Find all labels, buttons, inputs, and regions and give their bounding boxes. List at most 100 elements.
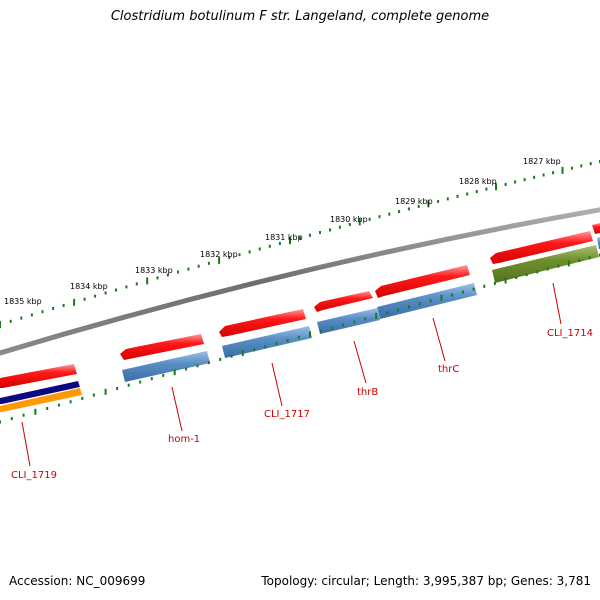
minor-tick <box>570 166 573 170</box>
lower-track-dot <box>567 260 570 267</box>
minor-tick <box>542 173 545 177</box>
minor-tick <box>9 319 12 323</box>
minor-tick <box>388 212 391 216</box>
minor-tick <box>268 244 271 248</box>
major-tick <box>561 166 564 174</box>
gene-arrow-thrb <box>314 291 373 312</box>
cds-bar-cli1717 <box>222 326 312 358</box>
gene-arrow-cli1719 <box>0 364 77 388</box>
lower-track-dot <box>275 342 278 346</box>
minor-tick <box>125 285 128 289</box>
major-tick <box>146 277 149 285</box>
major-tick <box>427 200 430 208</box>
minor-tick <box>368 217 371 221</box>
lower-track-dot <box>309 331 311 338</box>
lower-track-dot <box>364 317 367 321</box>
lower-track-dot <box>483 284 486 288</box>
minor-tick <box>580 164 583 168</box>
lower-track-dot <box>546 267 549 271</box>
major-tick <box>0 321 1 328</box>
lower-track-dot <box>472 287 475 291</box>
major-tick <box>73 298 76 306</box>
major-tick <box>289 237 291 245</box>
minor-tick <box>177 270 180 274</box>
minor-tick <box>197 264 200 268</box>
tick-label: 1827 kbp <box>523 157 561 166</box>
major-tick <box>218 256 221 264</box>
lower-track-dot <box>150 377 153 381</box>
minor-tick <box>329 228 331 232</box>
lower-track-dot <box>22 413 25 417</box>
gene-arrow-cli1717 <box>219 309 306 337</box>
minor-tick <box>104 291 107 295</box>
lower-track-dot <box>536 270 539 274</box>
minor-tick <box>62 303 65 307</box>
lower-track-dot <box>253 348 256 352</box>
lower-track-dot <box>139 380 142 384</box>
minor-tick <box>41 310 44 314</box>
lower-track-dot <box>375 312 378 319</box>
lower-track-dot <box>407 305 410 309</box>
minor-tick <box>533 175 536 179</box>
lower-track-dot <box>264 345 267 349</box>
lower-track-dot <box>92 393 95 397</box>
tick-marks <box>0 160 600 328</box>
lower-track-dot <box>386 311 389 315</box>
lower-track-dot <box>127 383 130 387</box>
gene-label-thrb: thrB <box>357 387 378 398</box>
tick-label: 1831 kbp <box>265 233 303 242</box>
minor-tick <box>466 192 469 196</box>
minor-tick <box>338 225 341 229</box>
lower-track-dot <box>241 350 244 356</box>
minor-tick <box>94 294 97 298</box>
gene-label-thrc: thrC <box>438 364 459 375</box>
lower-track-dot <box>578 259 581 263</box>
tick-labels: 1827 kbp 1828 kbp 1829 kbp 1830 kbp 1831 kbp… <box>4 157 561 306</box>
lower-track-dot <box>588 256 591 260</box>
gene-arrow-thrc <box>375 265 470 298</box>
tick-label: 1828 kbp <box>459 177 497 186</box>
minor-tick <box>166 273 169 277</box>
minor-tick <box>504 182 507 186</box>
label-leaders <box>21 282 562 467</box>
lower-track-dot <box>162 373 165 377</box>
minor-tick <box>238 253 241 257</box>
minor-tick <box>52 307 55 310</box>
minor-tick <box>407 207 410 211</box>
lower-track-dot <box>286 339 289 342</box>
lower-track-dot <box>397 308 399 312</box>
minor-tick <box>485 187 488 191</box>
map-title: Clostridium botulinum F str. Langeland, … <box>110 9 490 24</box>
minor-tick <box>398 210 401 213</box>
gene-label-cli1717: CLI_1717 <box>264 409 310 420</box>
cds-bar-thrc <box>377 283 477 319</box>
minor-tick <box>589 162 592 166</box>
minor-tick <box>446 197 449 201</box>
minor-tick <box>437 199 440 203</box>
lower-track-dot <box>69 400 72 404</box>
cds-bar-hom1 <box>122 351 210 382</box>
lower-track-dot <box>173 369 176 376</box>
minor-tick <box>135 282 138 286</box>
lower-track-dot <box>429 299 432 303</box>
minor-tick <box>475 190 478 194</box>
lower-track-dot <box>10 417 13 421</box>
minor-tick <box>514 180 517 184</box>
lower-track-dot <box>207 361 210 365</box>
lower-track-dot <box>418 302 421 306</box>
tick-label: 1830 kbp <box>330 215 368 224</box>
lower-track-dot <box>525 273 528 277</box>
minor-tick <box>309 233 311 237</box>
lower-track-dot <box>104 388 107 395</box>
cds-bar-cli1714 <box>492 245 599 283</box>
lower-track-dot <box>320 329 323 333</box>
minor-tick <box>552 171 555 175</box>
minor-tick <box>278 242 281 245</box>
gene-label-hom1: hom-1 <box>168 434 200 445</box>
lower-track-dot <box>0 420 1 424</box>
tick-label: 1833 kbp <box>135 266 173 275</box>
gene-track <box>0 223 600 388</box>
minor-tick <box>207 261 210 265</box>
lower-track-dot <box>116 387 119 390</box>
cds-bar-thrb <box>317 308 380 334</box>
